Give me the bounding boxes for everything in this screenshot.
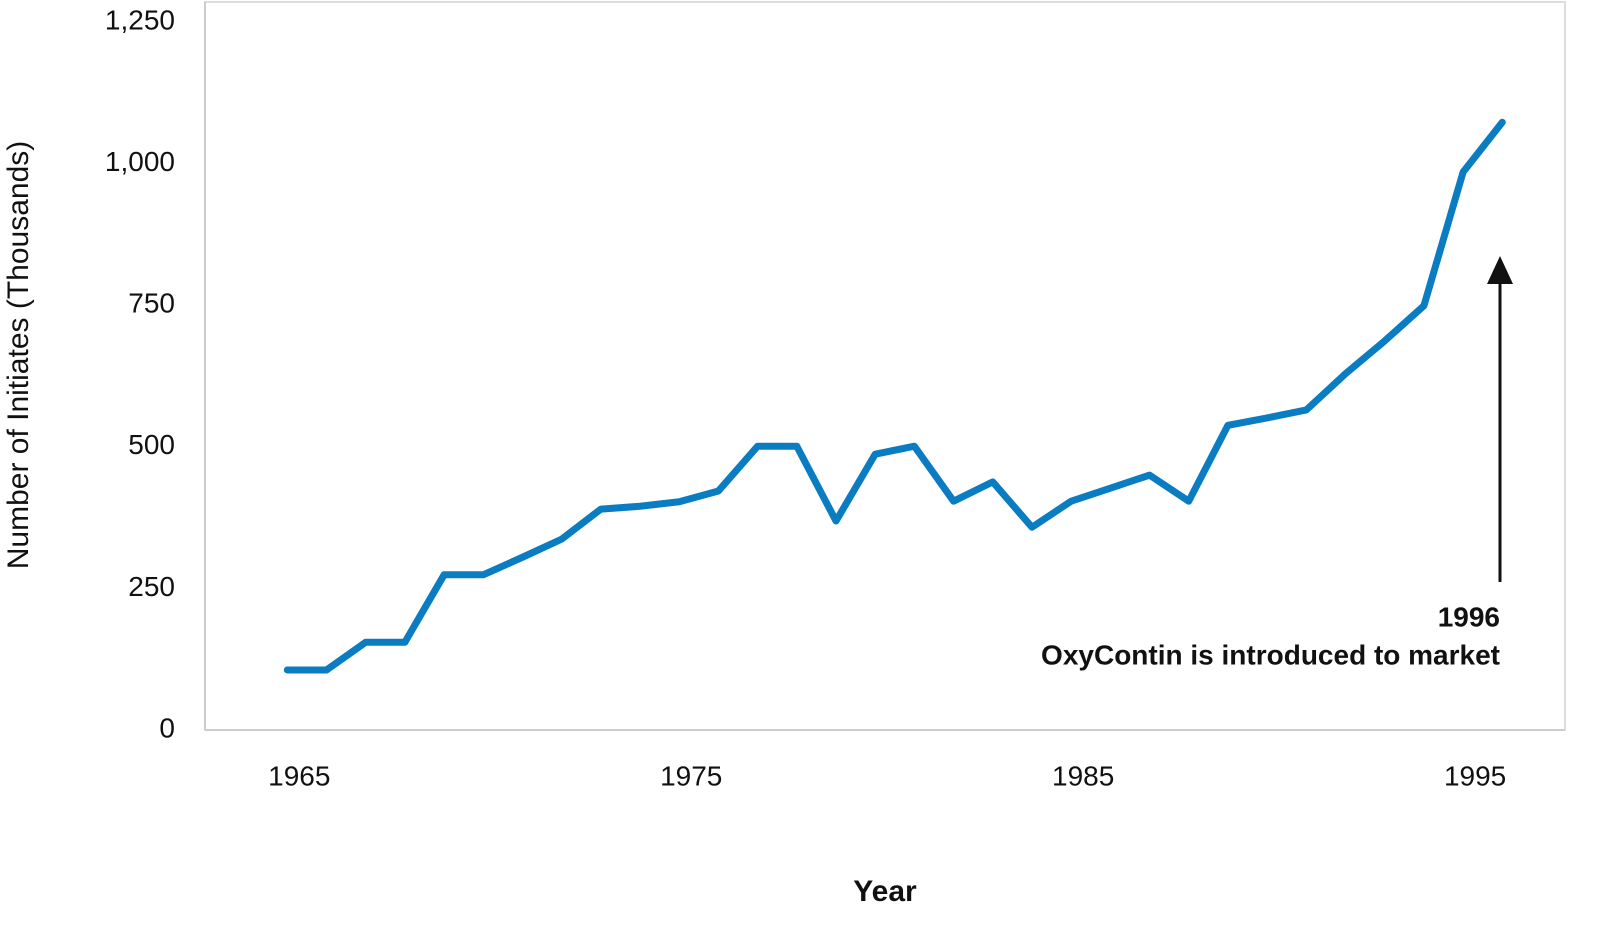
y-tick-label: 0 (159, 712, 175, 743)
x-tick-label: 1995 (1444, 760, 1506, 791)
annotation-year: 1996 (1438, 601, 1500, 632)
y-axis-title: Number of Initiates (Thousands) (2, 141, 35, 570)
y-tick-label: 750 (128, 288, 175, 319)
y-tick-label: 250 (128, 571, 175, 602)
y-tick-label: 500 (128, 429, 175, 460)
annotation-text: OxyContin is introduced to market (1041, 639, 1500, 670)
x-tick-label: 1965 (268, 760, 330, 791)
x-axis-title: Year (853, 875, 917, 908)
y-tick-label: 1,250 (105, 4, 175, 35)
plot-frame (204, 1, 1566, 731)
y-tick-label: 1,000 (105, 146, 175, 177)
x-tick-label: 1975 (660, 760, 722, 791)
x-tick-label: 1985 (1052, 760, 1114, 791)
annotation-arrowhead (1487, 256, 1513, 284)
data-line (283, 118, 1506, 674)
